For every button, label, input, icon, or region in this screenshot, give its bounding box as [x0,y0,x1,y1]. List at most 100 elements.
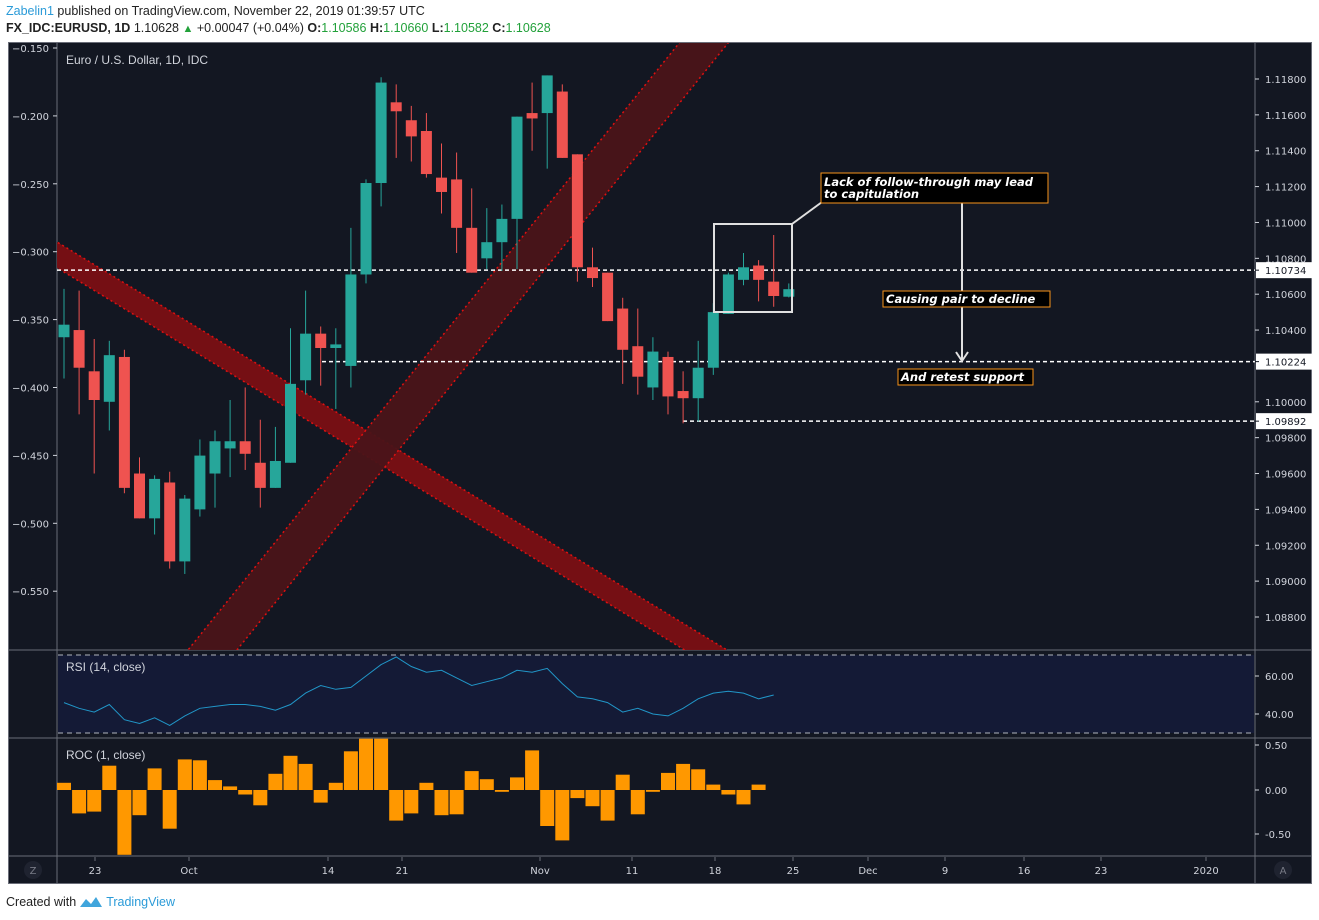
roc-bar [540,790,555,826]
candle[interactable] [239,387,251,470]
time-tick: 9 [942,866,948,877]
time-axis[interactable]: 23 Oct 14 21 Nov 11 18 25 Dec 9 16 23 2020 [89,857,1219,877]
candle[interactable] [571,154,583,282]
candle[interactable] [436,143,447,214]
candle[interactable] [420,113,432,178]
roc-bar [192,760,207,790]
candle[interactable] [254,419,266,508]
candle[interactable] [134,457,145,519]
candle[interactable] [677,371,689,424]
roc-bar [736,790,751,805]
roc-tick-0-50: 0.50 [1265,741,1287,752]
candle[interactable] [541,75,553,169]
rsi-axis[interactable]: 60.00 40.00 [1255,672,1294,721]
candle[interactable] [209,430,221,508]
left-price-axis[interactable]: −0.150 −0.200 −0.250 −0.300 −0.350 −0.400 −0.4… [12,44,57,598]
candle[interactable] [345,227,357,388]
rsi-pane[interactable]: RSI (14, close) [58,654,1254,734]
z-button[interactable]: Z [24,861,42,879]
candle[interactable] [360,179,372,284]
ohlc-low-key: L: [431,21,444,35]
ohlc-close-value: 1.10628 [505,21,551,35]
candle[interactable] [451,152,463,253]
price-tick: 1.09800 [1265,434,1306,445]
roc-tick-neg-0-50: -0.50 [1265,830,1291,841]
roc-bar [600,790,615,821]
annotation-retest-support[interactable]: And retest support [897,368,1034,386]
candle[interactable] [692,340,704,422]
annotation-causing-decline[interactable]: Causing pair to decline [882,290,1051,308]
roc-axis[interactable]: 0.50 0.00 -0.50 [1255,741,1291,841]
symbol-info: FX_IDC:EURUSD, 1D 1.10628 ▲ +0.00047 (+0… [6,21,551,35]
candle[interactable] [300,290,312,395]
roc-bar [102,765,117,790]
roc-bar [298,763,313,790]
candle[interactable] [118,349,130,494]
roc-pane[interactable] [57,738,766,855]
candle[interactable] [602,272,614,322]
roc-bar [585,790,600,807]
price-tick: 1.10400 [1265,326,1306,337]
roc-bar [72,790,87,814]
price-level-tag [1256,413,1312,430]
candle[interactable] [103,340,115,431]
annotation-lack-of-follow-through[interactable]: Lack of follow-through may lead to capit… [820,172,1049,204]
roc-bar [434,790,449,816]
candle[interactable] [164,471,176,569]
rsi-label: RSI (14, close) [66,660,145,674]
highlight-box[interactable] [713,223,793,313]
tradingview-logo-icon[interactable] [79,895,103,909]
annotation-causing-text: Causing pair to decline [886,292,1036,306]
candle[interactable] [466,188,478,273]
candle[interactable] [73,290,85,415]
candle[interactable] [617,297,629,384]
chart-frame[interactable] [8,42,1312,884]
candle[interactable] [375,77,387,207]
roc-bar [630,790,645,815]
candle[interactable] [753,260,765,302]
right-price-axis[interactable]: 1.11800 1.11600 1.11400 1.11200 1.11000 1.108… [1255,75,1312,624]
price-tick: 1.11600 [1265,111,1306,122]
auto-scale-button[interactable]: A [1274,861,1292,879]
price-tick: 1.11200 [1265,183,1306,194]
candle[interactable] [224,400,236,478]
candle[interactable] [738,252,749,286]
candle[interactable] [587,247,598,288]
candle[interactable] [88,339,100,474]
candle[interactable] [511,116,523,270]
candle[interactable] [269,426,281,488]
roc-bar [208,780,222,790]
candle[interactable] [496,204,508,271]
candle[interactable] [481,208,493,270]
candle[interactable] [783,283,795,298]
candle[interactable] [179,495,191,574]
candle[interactable] [647,337,659,401]
candle[interactable] [405,105,417,162]
candle[interactable] [330,328,342,409]
candle[interactable] [632,308,644,395]
candle[interactable] [149,475,161,535]
candle[interactable] [722,272,734,314]
time-tick: 25 [787,866,800,877]
oscillator-tick: −0.250 [12,180,49,191]
candle[interactable] [526,82,538,151]
candle[interactable] [662,351,674,415]
candle[interactable] [707,303,719,375]
tradingview-brand-link[interactable]: TradingView [106,895,175,909]
author-link[interactable]: Zabelin1 [6,4,54,18]
auto-scale-label: A [1280,866,1287,877]
candle[interactable] [390,84,402,158]
roc-bar [343,751,358,790]
candle[interactable] [315,326,327,386]
candle[interactable] [194,439,206,517]
roc-bar [676,763,691,790]
price-level-label: 1.10734 [1265,266,1306,277]
candle[interactable] [58,288,70,379]
candle[interactable] [285,328,296,463]
candle[interactable] [768,235,780,307]
roc-bar [691,769,706,790]
candle[interactable] [556,84,568,158]
